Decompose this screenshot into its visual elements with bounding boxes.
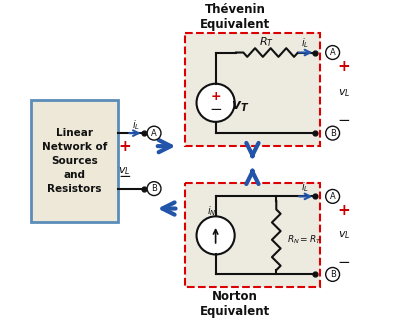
Text: Linear
Network of
Sources
and
Resistors: Linear Network of Sources and Resistors: [42, 128, 107, 194]
Circle shape: [147, 182, 161, 196]
Circle shape: [326, 268, 340, 281]
FancyBboxPatch shape: [31, 100, 118, 221]
Text: $R_N{=}R_T$: $R_N{=}R_T$: [287, 234, 322, 246]
Text: $v_L$: $v_L$: [338, 87, 350, 99]
Text: B: B: [330, 129, 336, 138]
Text: A: A: [330, 48, 336, 57]
Text: $\bfit{v}_T$: $\bfit{v}_T$: [231, 100, 249, 114]
Text: B: B: [330, 270, 336, 279]
Text: $i_L$: $i_L$: [302, 180, 310, 194]
Text: Thévenin
Equivalent: Thévenin Equivalent: [200, 3, 270, 31]
FancyBboxPatch shape: [185, 34, 320, 146]
Text: $R_T$: $R_T$: [259, 35, 274, 49]
Text: −: −: [118, 169, 131, 184]
Text: A: A: [151, 129, 157, 138]
Text: +: +: [210, 90, 221, 103]
Circle shape: [326, 45, 340, 60]
Circle shape: [196, 216, 235, 254]
Text: Norton
Equivalent: Norton Equivalent: [200, 290, 270, 318]
Text: $i_N$: $i_N$: [207, 204, 217, 218]
FancyBboxPatch shape: [185, 183, 320, 287]
Circle shape: [326, 189, 340, 203]
Text: $i_L$: $i_L$: [302, 36, 310, 50]
Text: A: A: [330, 192, 336, 201]
Text: −: −: [338, 255, 350, 270]
Text: +: +: [118, 140, 131, 155]
Circle shape: [196, 84, 235, 122]
Circle shape: [326, 126, 340, 140]
Text: $v_L$: $v_L$: [338, 229, 350, 241]
Text: $i_L$: $i_L$: [132, 118, 140, 132]
Circle shape: [147, 126, 161, 140]
Text: +: +: [338, 59, 350, 74]
Text: +: +: [338, 203, 350, 218]
Text: −: −: [338, 114, 350, 129]
Text: $v_L$: $v_L$: [118, 165, 131, 177]
Text: −: −: [209, 102, 222, 117]
Text: B: B: [151, 184, 157, 193]
